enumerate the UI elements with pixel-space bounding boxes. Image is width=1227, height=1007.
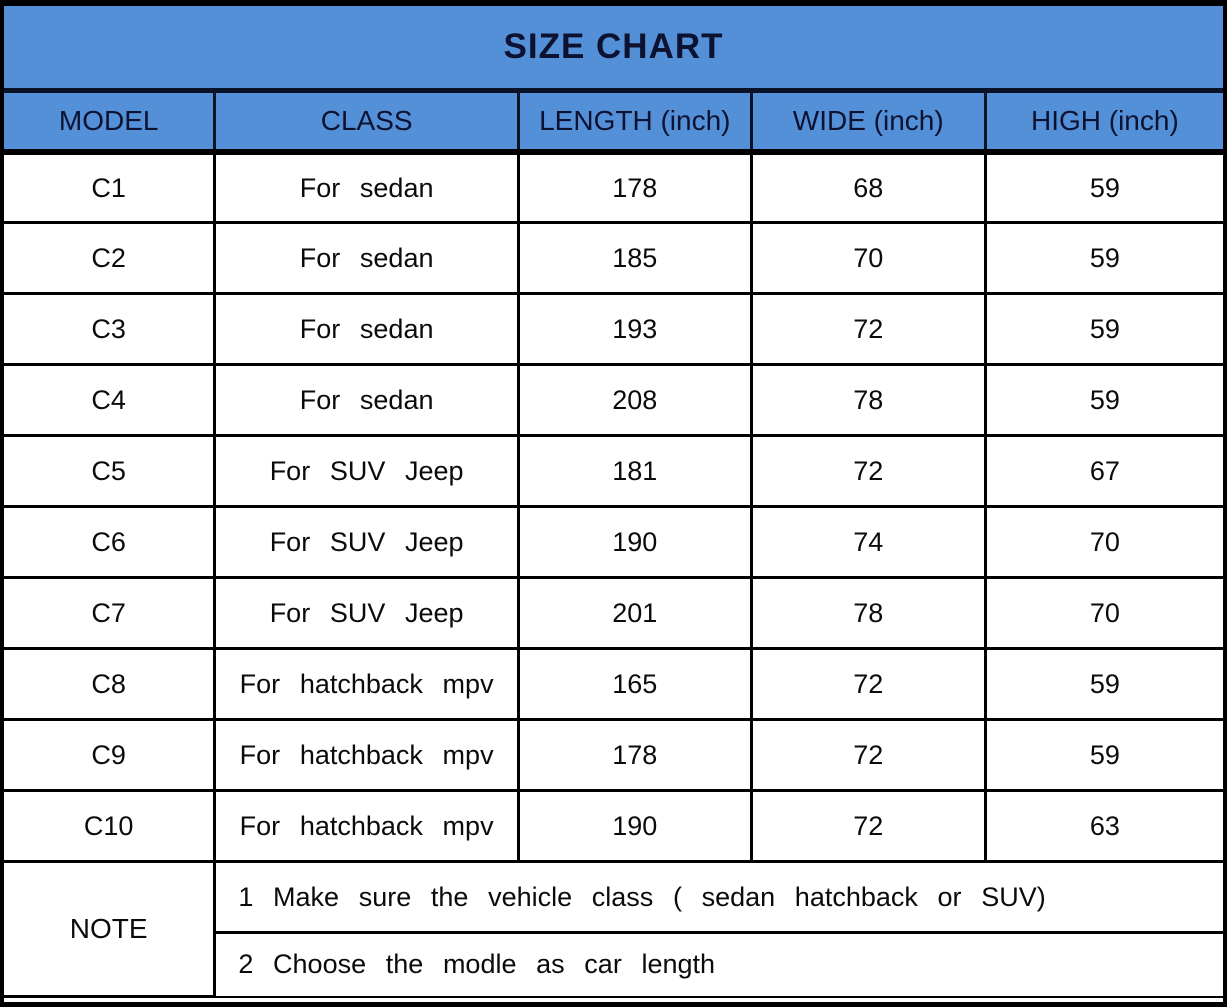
cell-length: 201 <box>516 576 753 651</box>
cell-wide: 74 <box>749 505 987 580</box>
cell-length: 193 <box>516 292 753 367</box>
cell-model: C8 <box>4 647 217 722</box>
column-header-class: CLASS <box>213 90 520 155</box>
note-item-2: 2 Choose the modle as car length <box>214 931 1223 997</box>
column-header-wide: WIDE (inch) <box>749 90 987 155</box>
cell-length: 190 <box>516 505 753 580</box>
cell-length: 181 <box>516 434 753 509</box>
column-header-row: MODEL CLASS LENGTH (inch) WIDE (inch) HI… <box>4 90 1223 155</box>
cell-high: 67 <box>983 434 1223 509</box>
cell-length: 165 <box>516 647 753 722</box>
note-row: 2 Choose the modle as car length <box>4 931 1223 997</box>
cell-high: 59 <box>983 647 1223 722</box>
page-title: SIZE CHART <box>4 6 1223 93</box>
cell-class: For sedan <box>213 221 520 296</box>
cell-high: 63 <box>983 789 1223 864</box>
cell-model: C5 <box>4 434 217 509</box>
cell-wide: 68 <box>749 152 987 225</box>
cell-wide: 72 <box>749 789 987 864</box>
table-row: C4 For sedan 208 78 59 <box>4 363 1223 438</box>
cell-wide: 72 <box>749 292 987 367</box>
cell-wide: 78 <box>749 363 987 438</box>
table-row: C5 For SUV Jeep 181 72 67 <box>4 434 1223 509</box>
table-row: C2 For sedan 185 70 59 <box>4 221 1223 296</box>
cell-wide: 72 <box>749 434 987 509</box>
size-chart-table: SIZE CHART MODEL CLASS LENGTH (inch) WID… <box>4 6 1223 998</box>
cell-model: C2 <box>4 221 217 296</box>
cell-wide: 70 <box>749 221 987 296</box>
cell-length: 190 <box>516 789 753 864</box>
title-row: SIZE CHART <box>4 6 1223 93</box>
table-row: C6 For SUV Jeep 190 74 70 <box>4 505 1223 580</box>
cell-class: For SUV Jeep <box>213 434 520 509</box>
table-row: C10 For hatchback mpv 190 72 63 <box>4 789 1223 864</box>
cell-model: C9 <box>4 718 217 793</box>
table-row: C1 For sedan 178 68 59 <box>4 152 1223 225</box>
cell-model: C3 <box>4 292 217 367</box>
cell-class: For sedan <box>213 292 520 367</box>
cell-high: 59 <box>983 221 1223 296</box>
cell-length: 185 <box>516 221 753 296</box>
cell-wide: 72 <box>749 718 987 793</box>
cell-class: For SUV Jeep <box>213 505 520 580</box>
column-header-length: LENGTH (inch) <box>516 90 753 155</box>
cell-high: 59 <box>983 152 1223 225</box>
cell-class: For sedan <box>213 152 520 225</box>
table-row: C7 For SUV Jeep 201 78 70 <box>4 576 1223 651</box>
cell-class: For SUV Jeep <box>213 576 520 651</box>
cell-length: 178 <box>516 718 753 793</box>
table-row: C3 For sedan 193 72 59 <box>4 292 1223 367</box>
note-row: NOTE 1 Make sure the vehicle class ( sed… <box>4 860 1223 998</box>
table-row: C8 For hatchback mpv 165 72 59 <box>4 647 1223 722</box>
cell-high: 59 <box>983 718 1223 793</box>
cell-high: 70 <box>983 505 1223 580</box>
note-label: NOTE <box>4 860 217 998</box>
cell-class: For sedan <box>213 363 520 438</box>
cell-wide: 78 <box>749 576 987 651</box>
cell-model: C4 <box>4 363 217 438</box>
table-row: C9 For hatchback mpv 178 72 59 <box>4 718 1223 793</box>
cell-model: C7 <box>4 576 217 651</box>
cell-model: C10 <box>4 789 217 864</box>
cell-length: 178 <box>516 152 753 225</box>
column-header-model: MODEL <box>4 90 217 155</box>
cell-wide: 72 <box>749 647 987 722</box>
cell-high: 70 <box>983 576 1223 651</box>
cell-high: 59 <box>983 363 1223 438</box>
cell-class: For hatchback mpv <box>213 647 520 722</box>
cell-model: C6 <box>4 505 217 580</box>
cell-length: 208 <box>516 363 753 438</box>
cell-model: C1 <box>4 152 217 225</box>
column-header-high: HIGH (inch) <box>983 90 1223 155</box>
cell-class: For hatchback mpv <box>213 718 520 793</box>
cell-class: For hatchback mpv <box>213 789 520 864</box>
cell-high: 59 <box>983 292 1223 367</box>
note-item-1: 1 Make sure the vehicle class ( sedan ha… <box>213 860 1223 935</box>
